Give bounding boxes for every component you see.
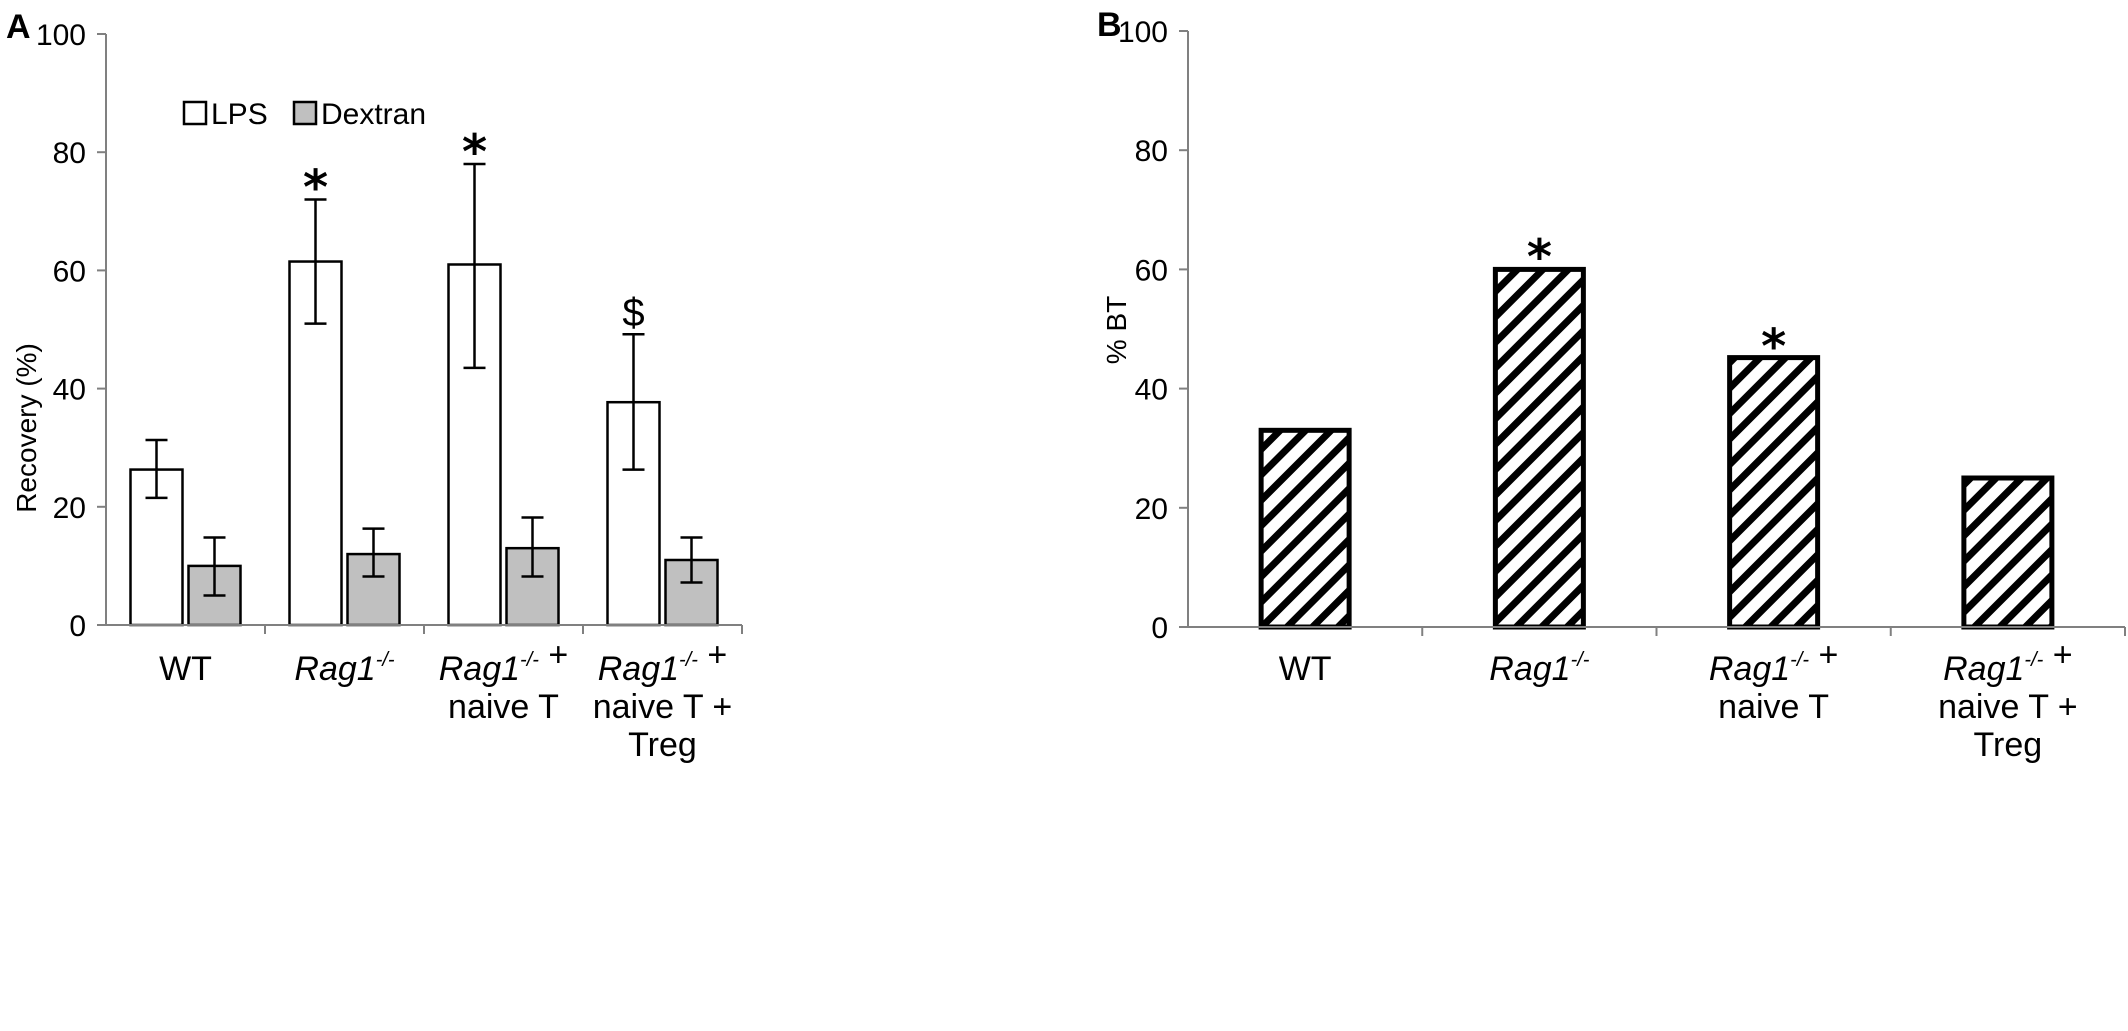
a-y-tick-label-0: 0 bbox=[69, 610, 86, 643]
panel-a-legend: LPS Dextran bbox=[182, 98, 426, 131]
legend-swatch-dextran bbox=[292, 100, 318, 126]
b-category-label-1: Rag1-/- bbox=[1489, 649, 1589, 688]
panel-b-annotations: ** bbox=[1527, 230, 1786, 375]
a-y-tick-label-40: 40 bbox=[53, 374, 86, 407]
panel-a-axes bbox=[97, 33, 743, 634]
panel-b-y-ticks: 0 20 40 60 80 100 bbox=[1118, 16, 1168, 645]
b-category-label-0: WT bbox=[1279, 650, 1332, 688]
b-category-label-3-line-1: naive T + bbox=[1938, 688, 2078, 726]
b-category-label-3: Rag1-/- + bbox=[1943, 636, 2072, 688]
b-y-tick-label-20: 20 bbox=[1135, 493, 1168, 526]
a-category-label-3-line-1: naive T + bbox=[593, 688, 733, 726]
panel-a-annotations: * * $ bbox=[303, 124, 645, 334]
b-y-tick-label-60: 60 bbox=[1135, 254, 1168, 287]
b-bar-1 bbox=[1492, 266, 1586, 630]
b-category-label-3-line-2: Treg bbox=[1974, 726, 2043, 764]
a-bar-lps-3 bbox=[606, 400, 661, 627]
b-bar-2 bbox=[1727, 355, 1821, 630]
a-significance-marker-0: * bbox=[303, 160, 328, 216]
a-category-label-3: Rag1-/- + bbox=[598, 636, 727, 688]
a-category-label-2: Rag1-/- + bbox=[439, 636, 568, 688]
a-significance-marker-2: $ bbox=[622, 291, 644, 335]
b-significance-marker-1: * bbox=[1761, 319, 1786, 375]
a-y-tick-label-20: 20 bbox=[53, 492, 86, 525]
panel-b-bars bbox=[1258, 266, 2055, 630]
a-y-tick-label-100: 100 bbox=[36, 19, 86, 52]
panel-b-axes bbox=[1179, 30, 2126, 636]
panel-a-y-ticks: 0 20 40 60 80 100 bbox=[36, 19, 86, 643]
legend-label-dextran: Dextran bbox=[321, 98, 426, 131]
a-category-label-3-line-2: Treg bbox=[628, 726, 697, 764]
b-category-label-2: Rag1-/- + bbox=[1709, 636, 1838, 688]
a-significance-marker-1: * bbox=[462, 124, 487, 180]
legend-label-lps: LPS bbox=[211, 98, 268, 131]
b-category-label-2-line-1: naive T bbox=[1718, 688, 1829, 726]
panel-b-y-axis-title: % BT bbox=[1101, 296, 1132, 364]
a-category-label-2-line-1: naive T bbox=[448, 688, 559, 726]
b-significance-marker-0: * bbox=[1527, 230, 1552, 286]
b-bar-3 bbox=[1961, 475, 2055, 630]
b-y-tick-label-80: 80 bbox=[1135, 135, 1168, 168]
a-category-label-0: WT bbox=[159, 650, 212, 688]
b-y-tick-label-100: 100 bbox=[1118, 16, 1168, 49]
panel-a-y-axis-title: Recovery (%) bbox=[11, 343, 42, 513]
panel-a-letter: A bbox=[6, 8, 31, 46]
a-category-label-1: Rag1-/- bbox=[294, 649, 394, 688]
b-y-tick-label-0: 0 bbox=[1151, 612, 1168, 645]
a-y-tick-label-80: 80 bbox=[53, 137, 86, 170]
legend-swatch-lps bbox=[182, 100, 208, 126]
panel-a-error-bars bbox=[145, 162, 703, 597]
panel-a: A Recovery (%) LPS Dextran 020406080100 … bbox=[6, 8, 743, 764]
b-y-tick-label-40: 40 bbox=[1135, 374, 1168, 407]
b-bar-0 bbox=[1258, 427, 1352, 630]
a-y-tick-label-60: 60 bbox=[53, 255, 86, 288]
panel-b-letter: B bbox=[1097, 6, 1122, 44]
